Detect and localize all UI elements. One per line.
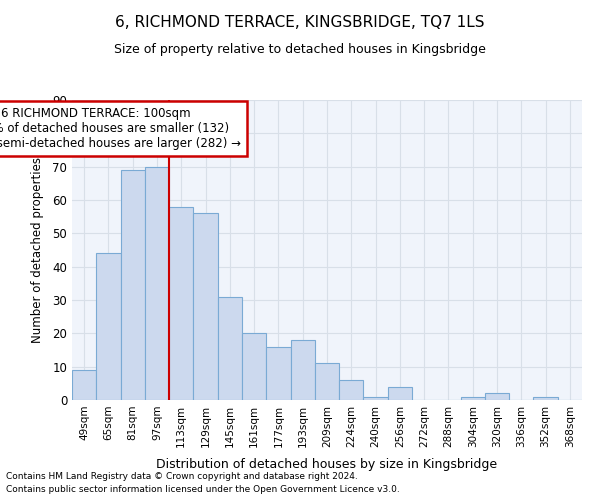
Text: Contains public sector information licensed under the Open Government Licence v3: Contains public sector information licen…: [6, 485, 400, 494]
Bar: [169, 206, 193, 400]
Bar: [193, 214, 218, 400]
Bar: [218, 296, 242, 400]
Bar: [461, 396, 485, 400]
Text: 6, RICHMOND TERRACE, KINGSBRIDGE, TQ7 1LS: 6, RICHMOND TERRACE, KINGSBRIDGE, TQ7 1L…: [115, 15, 485, 30]
Bar: [145, 166, 169, 400]
Bar: [315, 364, 339, 400]
Text: Size of property relative to detached houses in Kingsbridge: Size of property relative to detached ho…: [114, 42, 486, 56]
Bar: [388, 386, 412, 400]
Bar: [72, 370, 96, 400]
Bar: [242, 334, 266, 400]
Bar: [485, 394, 509, 400]
Bar: [266, 346, 290, 400]
Text: Contains HM Land Registry data © Crown copyright and database right 2024.: Contains HM Land Registry data © Crown c…: [6, 472, 358, 481]
Y-axis label: Number of detached properties: Number of detached properties: [31, 157, 44, 343]
Bar: [121, 170, 145, 400]
Bar: [339, 380, 364, 400]
Bar: [364, 396, 388, 400]
Bar: [533, 396, 558, 400]
Text: 6 RICHMOND TERRACE: 100sqm
← 32% of detached houses are smaller (132)
68% of sem: 6 RICHMOND TERRACE: 100sqm ← 32% of deta…: [0, 106, 241, 150]
Bar: [290, 340, 315, 400]
X-axis label: Distribution of detached houses by size in Kingsbridge: Distribution of detached houses by size …: [157, 458, 497, 471]
Bar: [96, 254, 121, 400]
